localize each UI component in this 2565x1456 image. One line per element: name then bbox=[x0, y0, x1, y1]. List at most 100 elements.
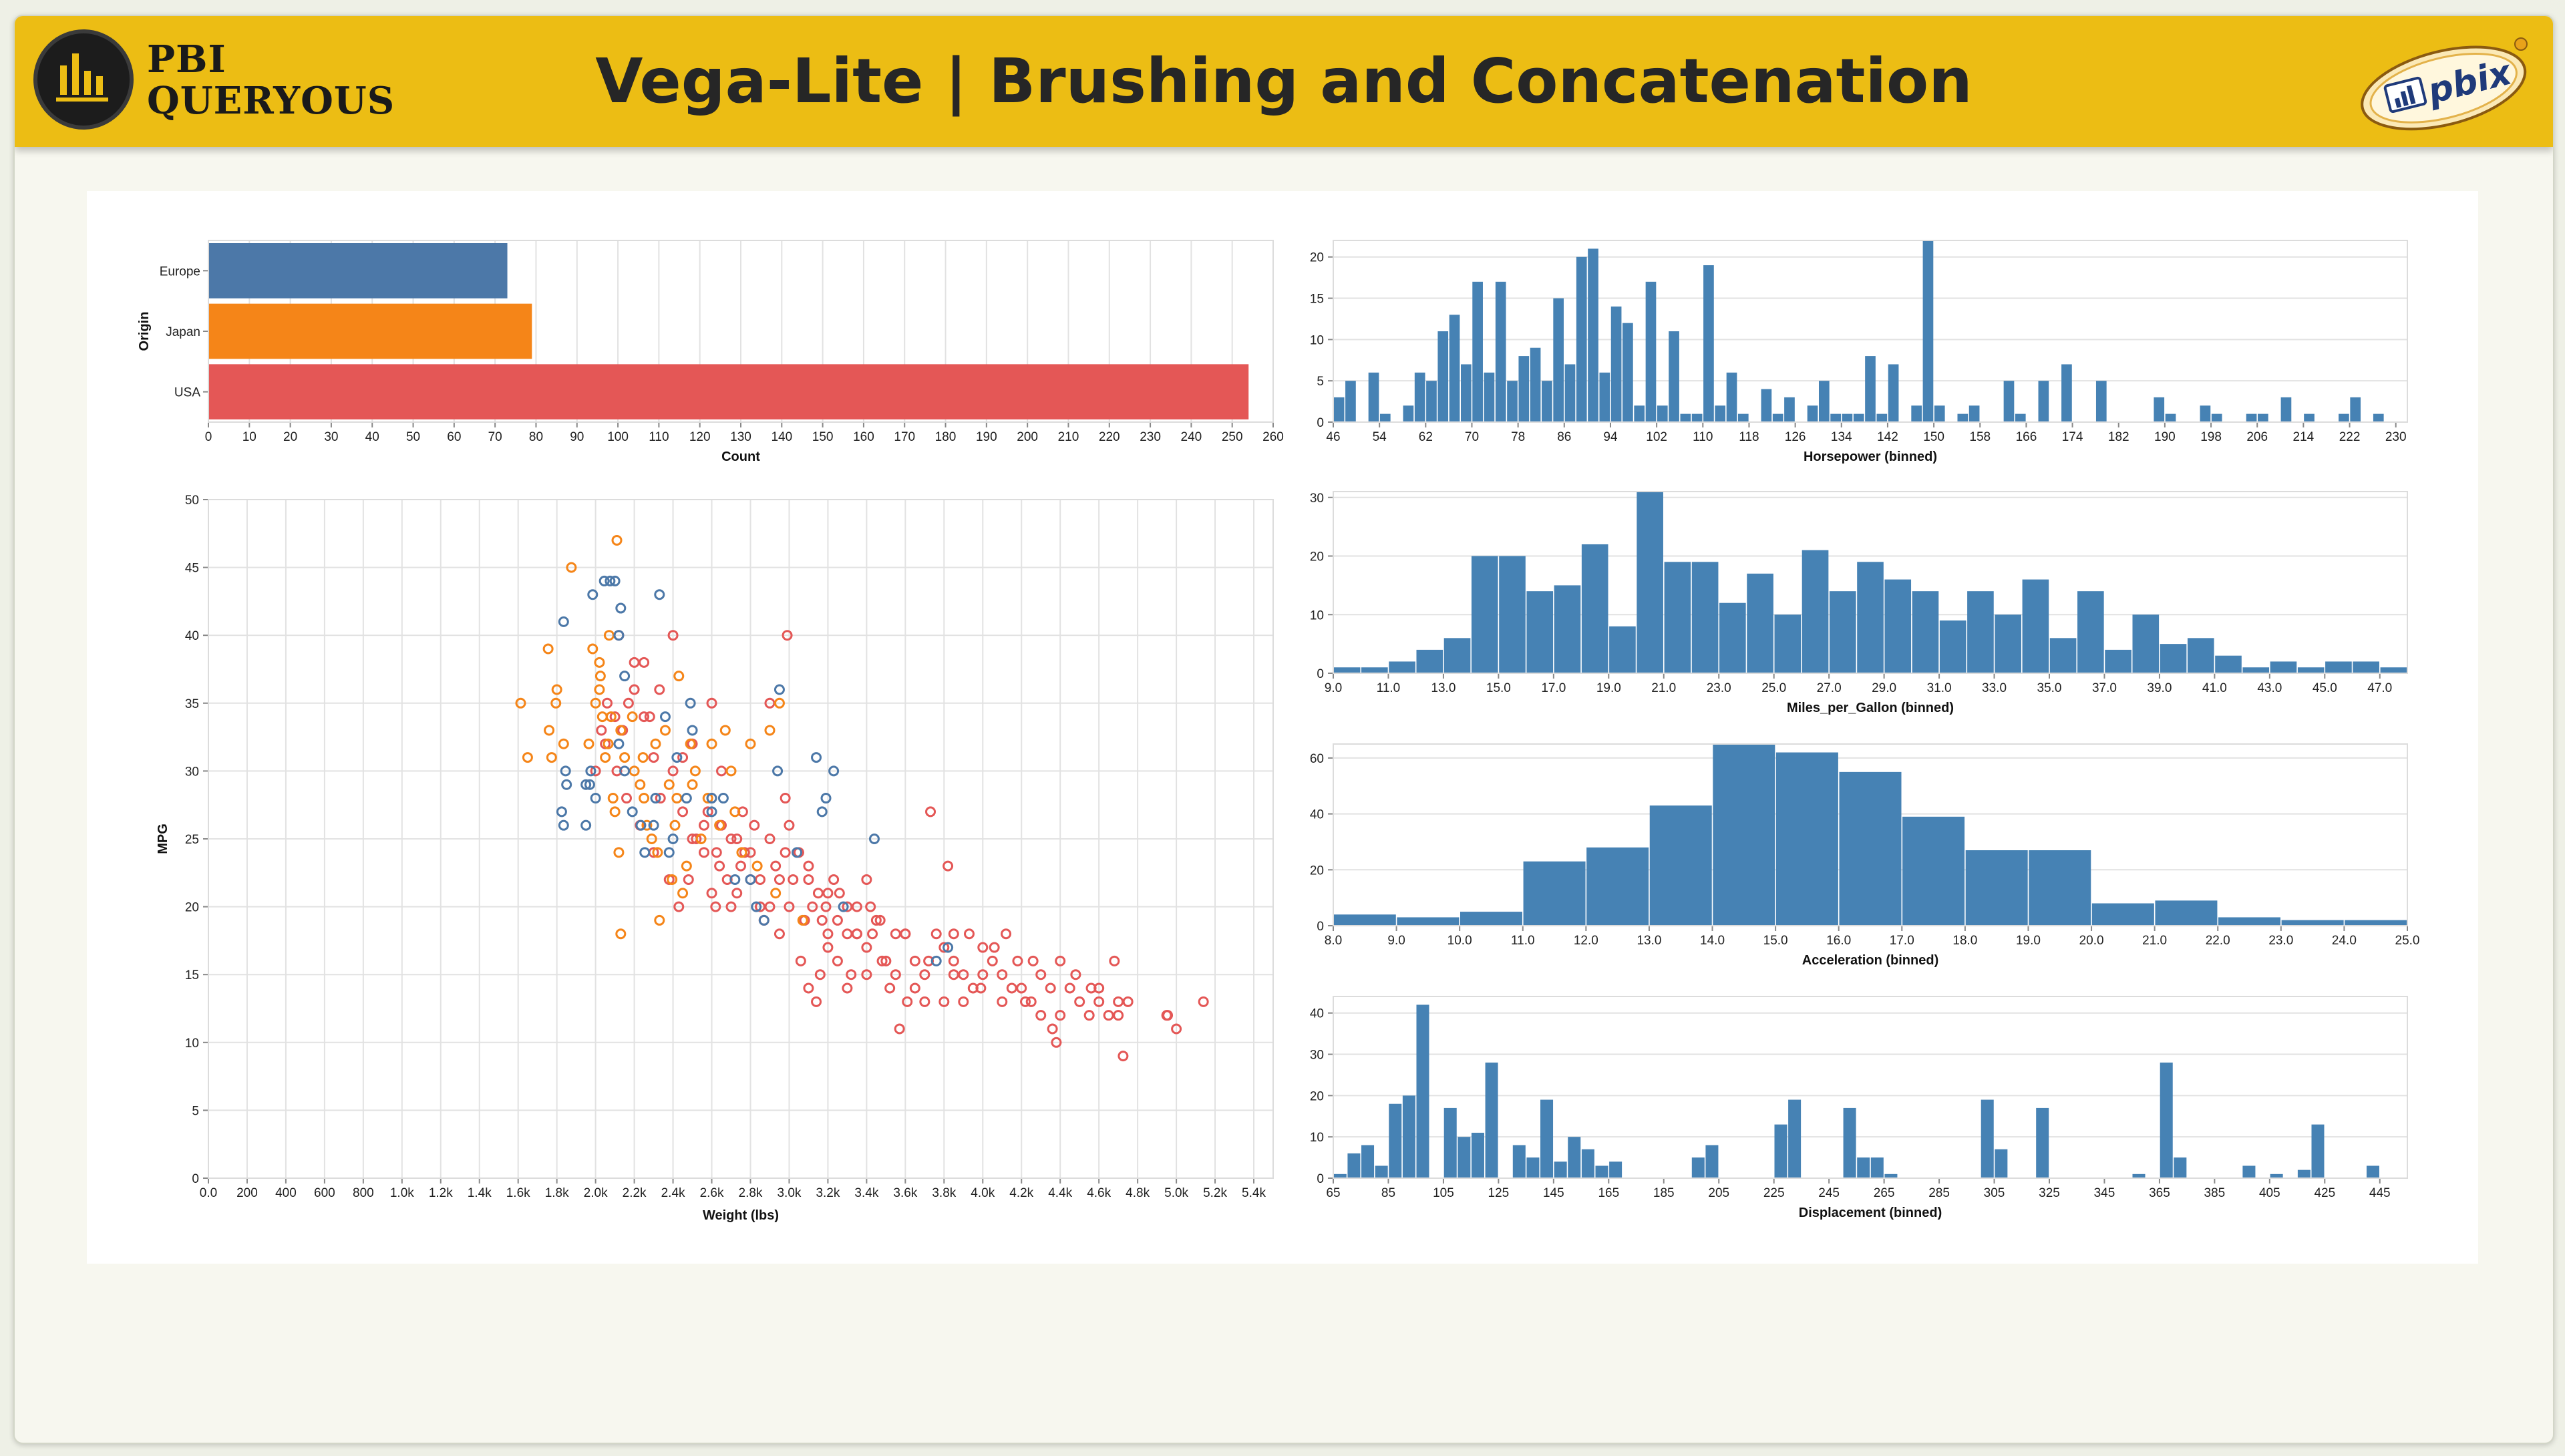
point-japan bbox=[546, 752, 557, 763]
x-tick-label: 222 bbox=[2339, 430, 2361, 444]
mpg-bar bbox=[1774, 614, 1802, 673]
mpg-bar bbox=[2105, 649, 2131, 673]
x-tick-label: 1.6k bbox=[506, 1186, 530, 1200]
x-tick-label: 130 bbox=[730, 430, 751, 444]
point-usa bbox=[919, 996, 930, 1007]
pbi-queryous-logo bbox=[33, 29, 134, 130]
horsepower-bar bbox=[1703, 265, 1714, 422]
point-europe bbox=[585, 765, 596, 777]
point-usa bbox=[977, 942, 989, 953]
y-tick-label: 45 bbox=[185, 562, 199, 576]
x-tick-label: 85 bbox=[1381, 1186, 1395, 1200]
horsepower-bar bbox=[1588, 248, 1598, 422]
horsepower-bar bbox=[2258, 413, 2268, 422]
acceleration-bar bbox=[1713, 744, 1775, 926]
point-usa bbox=[714, 860, 725, 872]
horsepower-bar bbox=[1876, 413, 1888, 422]
x-tick-label: 600 bbox=[314, 1186, 335, 1200]
bar-chart-icon bbox=[56, 53, 108, 102]
displacement-bar bbox=[1995, 1149, 2008, 1178]
y-tick-label: 20 bbox=[1310, 1089, 1324, 1103]
mpg-bar bbox=[1471, 556, 1498, 673]
x-tick-label: 39.0 bbox=[2147, 681, 2172, 695]
acceleration-bar bbox=[1649, 805, 1712, 926]
horsepower-bar bbox=[1484, 372, 1495, 422]
point-usa bbox=[770, 860, 782, 872]
y-tick-label: 0 bbox=[1317, 1172, 1324, 1186]
point-usa bbox=[842, 982, 853, 994]
x-tick-label: 60 bbox=[447, 430, 461, 444]
vega-lite-charts[interactable]: 0 10 20 30 40 50 60 70 80 90 100 110 120 130 140 150 160… bbox=[87, 191, 2478, 1264]
displacement-bar bbox=[1347, 1153, 1361, 1178]
x-tick-label: 37.0 bbox=[2092, 681, 2117, 695]
x-tick-label: 11.0 bbox=[1377, 681, 1401, 695]
point-usa bbox=[780, 847, 791, 858]
horsepower-bar bbox=[1818, 381, 1830, 422]
mpg-bar bbox=[2160, 644, 2187, 673]
mpg-bar bbox=[2325, 661, 2352, 673]
mpg-bar bbox=[1333, 667, 1361, 673]
point-usa bbox=[890, 969, 901, 980]
x-tick-label: 285 bbox=[1928, 1186, 1950, 1200]
point-usa bbox=[764, 834, 776, 844]
x-tick-label: 118 bbox=[1739, 430, 1759, 444]
point-europe bbox=[792, 847, 803, 858]
point-japan bbox=[611, 534, 623, 546]
horsepower-bar bbox=[1414, 372, 1425, 422]
point-europe bbox=[774, 684, 785, 695]
x-tick-label: 230 bbox=[2385, 430, 2407, 444]
displacement-bar bbox=[1705, 1145, 1719, 1178]
point-usa bbox=[997, 996, 1008, 1007]
displacement-bar bbox=[1402, 1095, 1415, 1178]
app-frame: PBI QUERYOUS Vega-Lite | Brushing and Co… bbox=[13, 15, 2554, 1444]
x-tick-label: 65 bbox=[1326, 1186, 1340, 1200]
horsepower-bar bbox=[1830, 413, 1841, 422]
x-tick-label: 50 bbox=[406, 430, 420, 444]
point-europe bbox=[820, 793, 832, 804]
displacement-bar bbox=[2297, 1169, 2311, 1178]
point-usa bbox=[834, 888, 845, 899]
plot-frame bbox=[1333, 996, 2408, 1179]
y-tick-label: 20 bbox=[1310, 864, 1324, 878]
point-usa bbox=[725, 834, 737, 844]
x-tick-label: 9.0 bbox=[1325, 681, 1342, 695]
point-usa bbox=[1001, 928, 1012, 940]
point-europe bbox=[598, 575, 610, 586]
x-tick-label: 15.0 bbox=[1486, 681, 1511, 695]
x-tick-label: 365 bbox=[2149, 1186, 2170, 1200]
horsepower-bar bbox=[2350, 397, 2361, 422]
point-usa bbox=[820, 901, 832, 912]
point-usa bbox=[711, 847, 722, 858]
x-tick-label: 2.0k bbox=[584, 1186, 608, 1200]
y-tick-label: 60 bbox=[1310, 752, 1324, 766]
y-tick-label: 0 bbox=[1317, 416, 1324, 430]
point-japan bbox=[590, 697, 601, 709]
displacement-bar bbox=[2311, 1124, 2325, 1178]
point-usa bbox=[698, 820, 709, 831]
y-tick-label: 0 bbox=[1317, 667, 1324, 681]
point-usa bbox=[621, 793, 633, 804]
y-tick-label: 15 bbox=[185, 968, 199, 982]
horsepower-bar bbox=[1564, 364, 1576, 422]
x-tick-label: 265 bbox=[1874, 1186, 1895, 1200]
point-europe bbox=[590, 793, 601, 804]
x-tick-label: 10 bbox=[242, 430, 256, 444]
point-usa bbox=[902, 996, 913, 1007]
point-japan bbox=[609, 806, 621, 817]
point-japan bbox=[687, 779, 698, 790]
acceleration-bar bbox=[2029, 850, 2091, 926]
displacement-bar bbox=[1554, 1161, 1567, 1178]
mpg-bar bbox=[1802, 550, 1829, 673]
displacement-bar bbox=[1981, 1099, 1994, 1178]
x-tick-label: 22.0 bbox=[2206, 934, 2230, 948]
acceleration-bar bbox=[1333, 914, 1396, 926]
point-europe bbox=[580, 779, 592, 790]
x-tick-label: 3.4k bbox=[854, 1186, 878, 1200]
x-tick-label: 47.0 bbox=[2367, 681, 2392, 695]
mpg-bar bbox=[2022, 579, 2049, 673]
x-tick-label: 1.2k bbox=[429, 1186, 453, 1200]
point-usa bbox=[930, 928, 942, 940]
point-usa bbox=[780, 793, 791, 804]
point-europe bbox=[717, 793, 729, 804]
point-europe bbox=[943, 942, 954, 953]
